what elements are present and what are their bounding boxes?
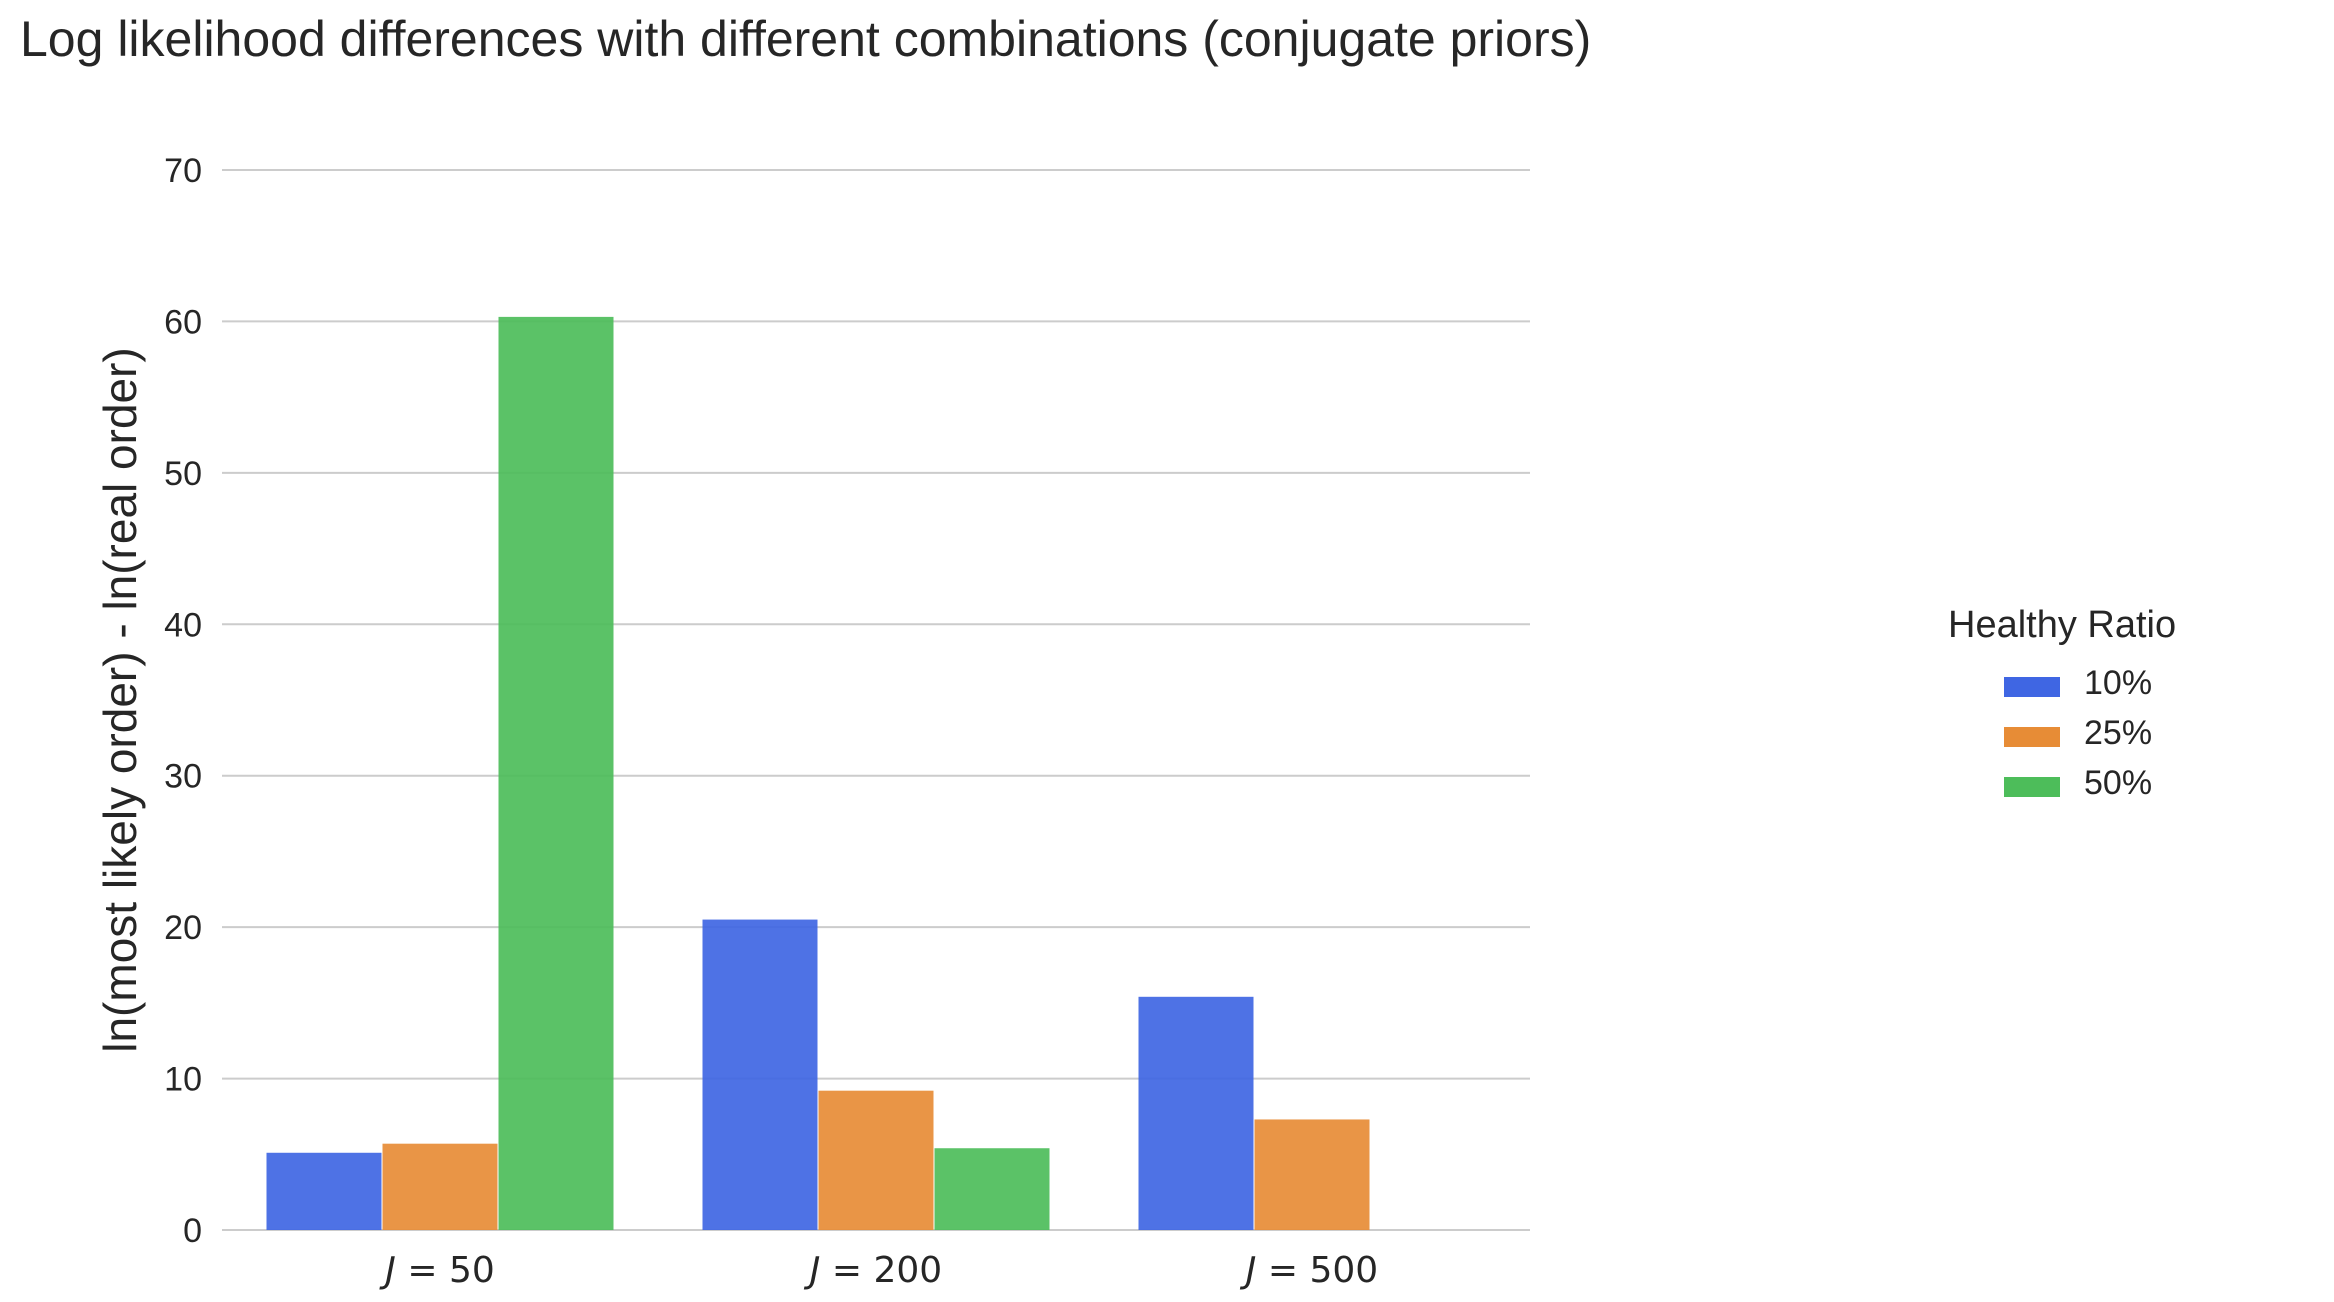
legend-swatch	[2004, 727, 2060, 747]
bars	[266, 316, 1370, 1230]
x-tick-operator: =	[1256, 1250, 1309, 1291]
x-tick-operator: =	[396, 1250, 449, 1291]
y-tick-label: 20	[164, 909, 202, 947]
x-tick-variable: J	[1240, 1250, 1257, 1291]
x-tick-label: J = 500	[1240, 1250, 1378, 1291]
x-tick-labels: J = 50 J = 200 J = 500	[379, 1250, 1378, 1291]
y-tick-label: 60	[164, 303, 202, 341]
y-tick-label: 0	[183, 1212, 202, 1250]
y-tick-label: 40	[164, 606, 202, 644]
legend-label: 50%	[2084, 764, 2153, 802]
bar	[702, 919, 818, 1230]
y-tick-label: 70	[164, 152, 202, 190]
legend: Healthy Ratio 10% 25% 50%	[1948, 604, 2248, 802]
legend-label: 25%	[2084, 714, 2153, 752]
bar	[266, 1152, 382, 1230]
chart-title: Log likelihood differences with differen…	[20, 11, 1592, 67]
x-tick-variable: J	[379, 1250, 396, 1291]
bar	[934, 1148, 1050, 1230]
bar	[1138, 996, 1254, 1230]
x-tick-label: J = 200	[804, 1250, 942, 1291]
y-tick-label: 50	[164, 455, 202, 493]
x-tick-number: 50	[449, 1250, 495, 1291]
legend-label: 10%	[2084, 664, 2153, 702]
bar	[818, 1090, 934, 1230]
y-tick-labels: 0 10 20 30 40 50 60 70	[164, 152, 202, 1250]
x-tick-number: 500	[1309, 1250, 1378, 1291]
x-tick-variable: J	[804, 1250, 821, 1291]
x-tick-operator: =	[820, 1250, 873, 1291]
grid-lines	[222, 169, 1530, 1231]
x-tick-number: 200	[873, 1250, 942, 1291]
x-tick-label: J = 50	[379, 1250, 495, 1291]
bar	[382, 1143, 498, 1230]
bar	[498, 316, 614, 1230]
y-tick-label: 30	[164, 758, 202, 796]
legend-swatch	[2004, 677, 2060, 697]
bar	[1254, 1119, 1370, 1230]
y-tick-label: 10	[164, 1061, 202, 1099]
legend-swatch	[2004, 777, 2060, 797]
y-axis-label: ln(most likely order) - ln(real order)	[94, 347, 146, 1053]
legend-title: Healthy Ratio	[1948, 604, 2177, 646]
